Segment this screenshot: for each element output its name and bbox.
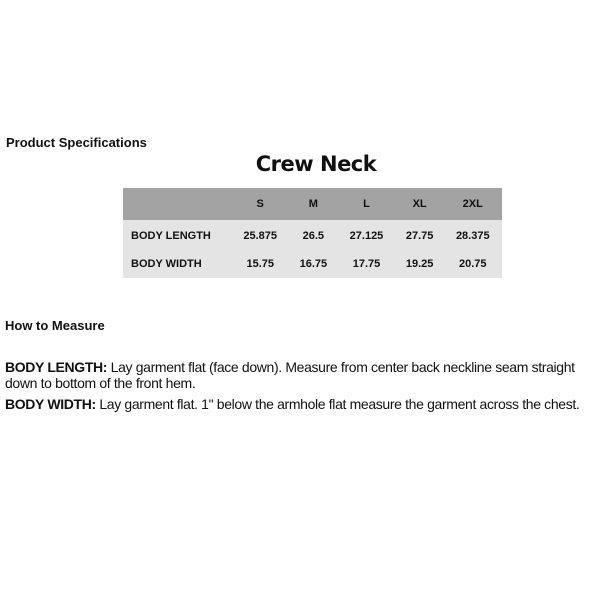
table-cell: 19.25 <box>395 250 444 278</box>
row-label: BODY WIDTH <box>123 250 231 278</box>
measure-instruction-length: BODY LENGTH: Lay garment flat (face down… <box>5 359 600 391</box>
header-cell <box>123 188 231 220</box>
table-cell: 20.75 <box>443 250 502 278</box>
page-title: Product Specifications <box>6 135 147 150</box>
header-cell: 2XL <box>443 188 502 220</box>
table-title: Crew Neck <box>255 152 377 176</box>
header-cell: S <box>231 188 290 220</box>
description: Lay garment flat. 1" below the armhole f… <box>95 396 580 412</box>
table-cell: 17.75 <box>337 250 396 278</box>
table-header-row: S M L XL 2XL <box>123 188 502 220</box>
header-cell: M <box>289 188 338 220</box>
table-cell: 16.75 <box>289 250 338 278</box>
header-cell: L <box>337 188 396 220</box>
row-label: BODY LENGTH <box>123 220 231 250</box>
table-cell: 27.125 <box>337 220 396 250</box>
table-row: BODY WIDTH 15.75 16.75 17.75 19.25 20.75 <box>123 250 502 278</box>
size-chart-table: S M L XL 2XL BODY LENGTH 25.875 26.5 27.… <box>123 188 502 278</box>
table-cell: 26.5 <box>289 220 338 250</box>
section-title: How to Measure <box>5 318 105 333</box>
header-cell: XL <box>395 188 444 220</box>
table-cell: 28.375 <box>443 220 502 250</box>
table-cell: 27.75 <box>395 220 444 250</box>
term: BODY WIDTH: <box>5 396 96 412</box>
measure-instruction-width: BODY WIDTH: Lay garment flat. 1" below t… <box>5 396 600 412</box>
table-row: BODY LENGTH 25.875 26.5 27.125 27.75 28.… <box>123 220 502 250</box>
description: Lay garment flat (face down). Measure fr… <box>5 359 575 391</box>
table-cell: 25.875 <box>231 220 290 250</box>
term: BODY LENGTH: <box>5 359 108 375</box>
table-cell: 15.75 <box>231 250 290 278</box>
